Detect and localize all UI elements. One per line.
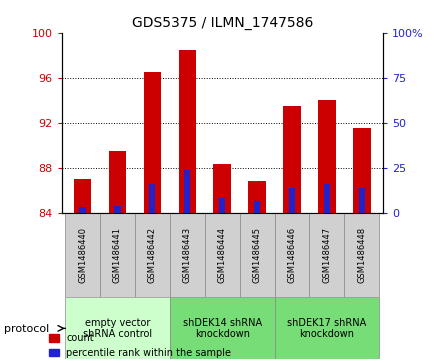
FancyBboxPatch shape	[205, 213, 240, 297]
Bar	[318, 100, 336, 213]
Bar	[254, 201, 260, 213]
Bar	[359, 188, 365, 213]
Text: GSM1486444: GSM1486444	[218, 227, 227, 283]
Text: shDEK17 shRNA
knockdown: shDEK17 shRNA knockdown	[287, 318, 367, 339]
FancyBboxPatch shape	[170, 297, 275, 359]
Bar	[149, 184, 155, 213]
Title: GDS5375 / ILMN_1747586: GDS5375 / ILMN_1747586	[132, 16, 313, 30]
Bar	[213, 164, 231, 213]
Text: shDEK14 shRNA
knockdown: shDEK14 shRNA knockdown	[183, 318, 262, 339]
Bar	[324, 184, 330, 213]
FancyBboxPatch shape	[275, 213, 309, 297]
FancyBboxPatch shape	[345, 213, 379, 297]
FancyBboxPatch shape	[170, 213, 205, 297]
Text: GSM1486445: GSM1486445	[253, 227, 262, 283]
FancyBboxPatch shape	[65, 297, 170, 359]
Bar	[219, 199, 225, 213]
Bar	[114, 206, 121, 213]
Legend: count, percentile rank within the sample: count, percentile rank within the sample	[49, 333, 231, 358]
Text: GSM1486443: GSM1486443	[183, 227, 192, 283]
Text: GSM1486448: GSM1486448	[357, 227, 367, 283]
Bar	[109, 151, 126, 213]
Text: protocol: protocol	[4, 323, 50, 334]
Bar	[184, 170, 191, 213]
FancyBboxPatch shape	[240, 213, 275, 297]
Bar	[249, 182, 266, 213]
FancyBboxPatch shape	[135, 213, 170, 297]
Bar	[143, 72, 161, 213]
Bar	[289, 188, 295, 213]
FancyBboxPatch shape	[65, 213, 100, 297]
Bar	[353, 129, 370, 213]
Bar	[80, 207, 86, 213]
Bar	[283, 106, 301, 213]
Bar	[179, 50, 196, 213]
Text: GSM1486447: GSM1486447	[323, 227, 331, 283]
FancyBboxPatch shape	[309, 213, 345, 297]
Text: GSM1486440: GSM1486440	[78, 227, 87, 283]
Text: GSM1486442: GSM1486442	[148, 227, 157, 283]
Text: GSM1486441: GSM1486441	[113, 227, 122, 283]
Text: empty vector
shRNA control: empty vector shRNA control	[83, 318, 152, 339]
Bar	[74, 179, 91, 213]
FancyBboxPatch shape	[275, 297, 379, 359]
Text: GSM1486446: GSM1486446	[287, 227, 297, 283]
FancyBboxPatch shape	[100, 213, 135, 297]
